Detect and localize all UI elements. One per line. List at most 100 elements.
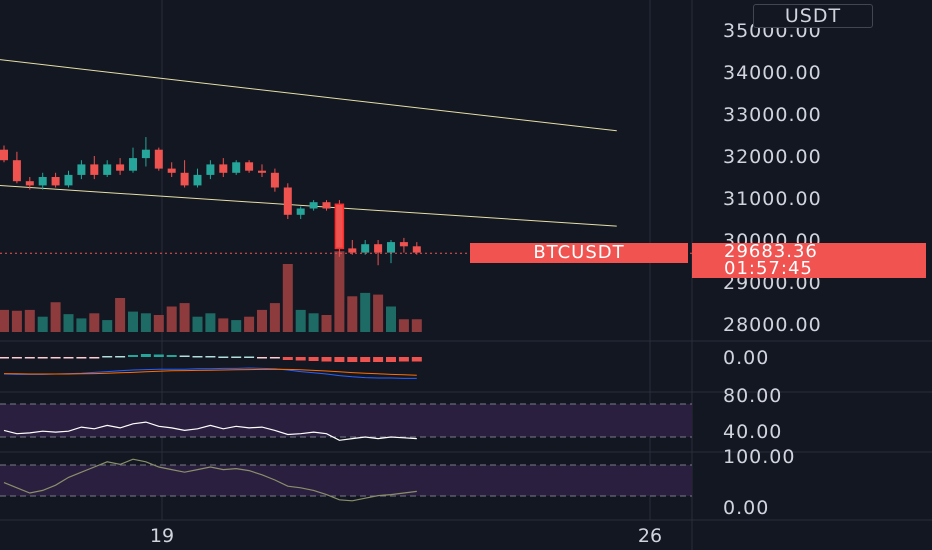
price-label: 32000.00 xyxy=(723,146,822,168)
candle-body xyxy=(64,174,73,186)
price-label: 28000.00 xyxy=(723,314,822,336)
volume-bar xyxy=(153,315,164,332)
trendlines[interactable] xyxy=(0,59,617,227)
volume-bar xyxy=(0,309,9,332)
candle-body xyxy=(296,208,305,215)
volume-bar xyxy=(63,314,74,332)
candle-body xyxy=(219,164,228,173)
macd-histogram-bar xyxy=(89,357,100,359)
volume-bar xyxy=(140,313,151,332)
rsi-indicator xyxy=(3,421,417,441)
volume-bar xyxy=(360,292,371,332)
last-price-value: 29683.36 xyxy=(724,241,818,262)
macd-histogram-bar xyxy=(192,356,203,358)
volume-bar xyxy=(386,306,396,332)
candle-body xyxy=(103,164,112,175)
volume-bar xyxy=(192,316,203,332)
rsi-band xyxy=(0,404,692,437)
macd-histogram-bar xyxy=(153,354,164,357)
macd-histogram-bar xyxy=(205,356,216,358)
macd-histogram-bar xyxy=(63,357,74,359)
bar-countdown: 01:57:45 xyxy=(724,258,813,279)
macd-histogram-bar xyxy=(386,357,396,362)
macd-histogram-bar xyxy=(411,357,422,362)
volume-bar xyxy=(24,309,35,332)
volume-bar xyxy=(321,315,332,332)
candle-body xyxy=(258,170,266,173)
macd-histogram-bar xyxy=(269,357,280,359)
volume-bar xyxy=(179,303,190,332)
volume-bar xyxy=(398,319,409,332)
candle-body xyxy=(154,149,163,169)
macd-histogram-bar xyxy=(231,356,242,358)
macd-axis-label: 0.00 xyxy=(723,347,769,369)
volume-bars xyxy=(0,251,422,332)
stoch-axis-label: 100.00 xyxy=(723,446,795,468)
stoch-line xyxy=(3,458,417,502)
volume-bar xyxy=(128,311,138,332)
macd-histogram-bar xyxy=(244,356,255,358)
candle-body xyxy=(232,162,241,173)
rsi-line xyxy=(3,421,417,441)
macd-histogram-bar xyxy=(257,357,267,359)
price-label: 34000.00 xyxy=(723,62,822,84)
stoch-indicator xyxy=(3,458,417,502)
macd-histogram-bar xyxy=(166,355,177,357)
rsi-axis-label: 80.00 xyxy=(723,385,782,407)
candle-body xyxy=(0,149,8,161)
volume-bar xyxy=(102,320,113,332)
symbol-label: BTCUSDT xyxy=(470,243,688,263)
candle-body xyxy=(283,187,292,215)
candle-body xyxy=(270,172,279,188)
candle-body xyxy=(167,168,176,173)
candle-body xyxy=(334,203,345,250)
macd-histogram-bar xyxy=(308,357,319,361)
candle-body xyxy=(387,242,395,253)
candle-body xyxy=(116,164,125,171)
candle-body xyxy=(90,164,99,175)
candle-body xyxy=(374,244,383,253)
macd-histogram-bar xyxy=(76,357,87,359)
macd-indicator xyxy=(0,354,422,379)
volume-bar xyxy=(411,319,422,332)
candle-body xyxy=(361,244,370,253)
stoch-axis-label: 0.00 xyxy=(723,497,769,519)
volume-bar xyxy=(37,316,48,332)
macd-histogram-bar xyxy=(128,355,138,357)
candle-body xyxy=(309,202,318,209)
candle-body xyxy=(206,164,215,175)
macd-histogram-bar xyxy=(24,357,35,359)
candle-body xyxy=(322,202,331,209)
candle-body xyxy=(141,149,150,159)
trendline xyxy=(0,185,617,227)
rsi-axis-label: 40.00 xyxy=(723,421,782,443)
volume-bar xyxy=(89,313,100,332)
volume-bar xyxy=(166,306,177,332)
currency-unit-button[interactable]: USDT xyxy=(753,4,873,28)
volume-bar xyxy=(115,298,126,332)
candle-body xyxy=(12,160,21,182)
last-price-tag: 29683.36 01:57:45 xyxy=(692,243,926,278)
candle-body xyxy=(129,158,137,171)
stoch-band xyxy=(0,465,692,496)
candle-body xyxy=(25,181,34,186)
macd-histogram-bar xyxy=(398,357,409,362)
candle-body xyxy=(412,246,421,253)
macd-histogram-bar xyxy=(50,357,61,359)
volume-bar xyxy=(218,318,229,332)
volume-bar xyxy=(269,303,280,332)
volume-bar xyxy=(76,318,87,332)
volume-bar xyxy=(205,313,216,332)
macd-histogram-bar xyxy=(360,357,371,362)
candle-body xyxy=(399,242,408,247)
volume-bar xyxy=(231,320,242,332)
macd-histogram-bar xyxy=(347,357,358,362)
macd-histogram-bar xyxy=(11,357,22,359)
macd-histogram-bar xyxy=(37,357,48,359)
candle-body xyxy=(38,177,47,186)
volume-bar xyxy=(308,313,319,332)
macd-histogram-bar xyxy=(218,356,229,358)
price-label: 31000.00 xyxy=(723,188,822,210)
volume-bar xyxy=(244,316,255,332)
